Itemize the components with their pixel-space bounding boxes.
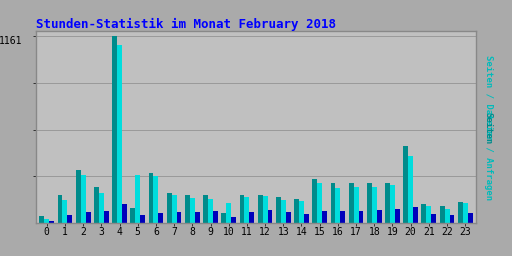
Bar xyxy=(372,187,377,223)
Bar xyxy=(431,214,436,223)
Bar xyxy=(57,195,62,223)
Bar xyxy=(354,187,358,223)
Bar xyxy=(340,211,345,223)
Bar xyxy=(349,183,354,223)
Bar xyxy=(263,196,268,223)
Bar xyxy=(276,197,281,223)
Bar xyxy=(268,210,272,223)
Bar xyxy=(322,211,327,223)
Bar xyxy=(281,200,286,223)
Bar xyxy=(68,215,72,223)
Bar xyxy=(317,183,322,223)
Bar xyxy=(440,206,444,223)
Bar xyxy=(444,209,450,223)
Text: Seiten: Seiten xyxy=(484,112,493,144)
Bar xyxy=(299,201,304,223)
Bar xyxy=(304,214,309,223)
Bar xyxy=(112,36,117,223)
Bar xyxy=(458,202,463,223)
Bar xyxy=(167,193,172,223)
Bar xyxy=(45,219,49,223)
Bar xyxy=(39,216,45,223)
Bar xyxy=(467,213,473,223)
Bar xyxy=(331,183,335,223)
Bar xyxy=(377,210,381,223)
Bar xyxy=(258,195,263,223)
Text: Seiten / Dateien / Anfragen: Seiten / Dateien / Anfragen xyxy=(484,56,493,200)
Bar xyxy=(76,170,81,223)
Bar xyxy=(131,208,135,223)
Bar xyxy=(99,193,104,223)
Bar xyxy=(213,211,218,223)
Bar xyxy=(240,195,244,223)
Bar xyxy=(195,212,200,223)
Bar xyxy=(286,212,291,223)
Bar xyxy=(158,213,163,223)
Bar xyxy=(86,212,91,223)
Bar xyxy=(81,175,86,223)
Bar xyxy=(367,183,372,223)
Bar xyxy=(413,207,418,223)
Bar xyxy=(140,215,145,223)
Bar xyxy=(249,212,254,223)
Bar xyxy=(148,173,154,223)
Bar xyxy=(208,199,213,223)
Bar xyxy=(49,221,54,223)
Bar xyxy=(190,198,195,223)
Bar xyxy=(104,211,109,223)
Bar xyxy=(135,175,140,223)
Bar xyxy=(358,211,364,223)
Bar xyxy=(385,183,390,223)
Bar xyxy=(231,217,236,223)
Text: 1161: 1161 xyxy=(0,36,23,46)
Bar xyxy=(450,215,455,223)
Bar xyxy=(117,45,122,223)
Bar xyxy=(94,187,99,223)
Bar xyxy=(244,197,249,223)
Bar xyxy=(403,146,408,223)
Bar xyxy=(226,204,231,223)
Bar xyxy=(185,195,190,223)
Bar xyxy=(122,204,127,223)
Bar xyxy=(426,206,431,223)
Bar xyxy=(408,156,413,223)
Text: Stunden-Statistik im Monat February 2018: Stunden-Statistik im Monat February 2018 xyxy=(36,18,336,31)
Bar xyxy=(154,176,158,223)
Bar xyxy=(177,212,181,223)
Bar xyxy=(312,179,317,223)
Bar xyxy=(421,204,426,223)
Bar xyxy=(390,185,395,223)
Bar xyxy=(294,199,299,223)
Bar xyxy=(463,203,467,223)
Bar xyxy=(172,195,177,223)
Bar xyxy=(335,188,340,223)
Bar xyxy=(203,195,208,223)
Bar xyxy=(62,200,68,223)
Bar xyxy=(221,213,226,223)
Bar xyxy=(395,209,400,223)
